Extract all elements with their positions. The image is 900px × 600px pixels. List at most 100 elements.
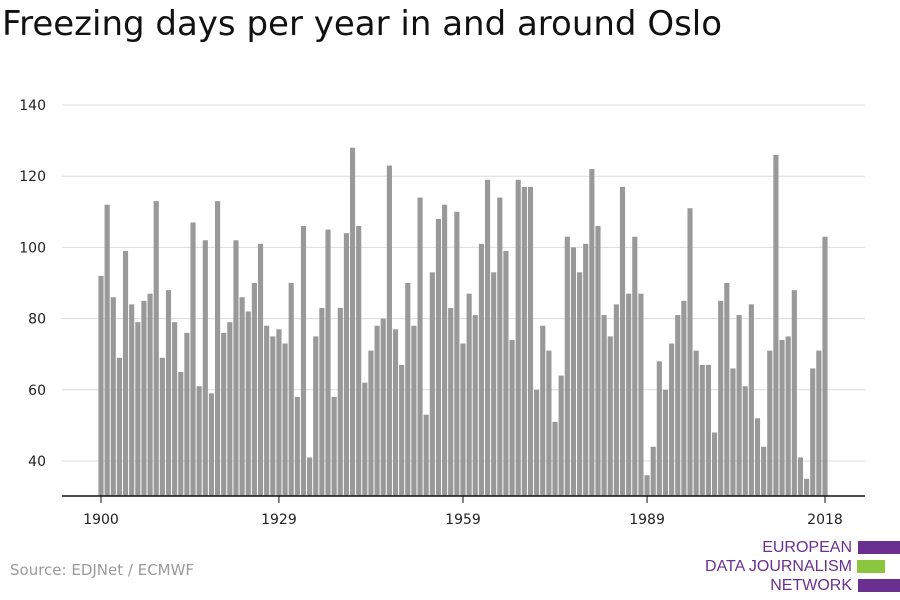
bar xyxy=(693,350,699,496)
bar xyxy=(552,421,558,496)
edjnet-logo: EUROPEAN DATA JOURNALISM NETWORK xyxy=(700,538,900,594)
bar xyxy=(595,226,601,497)
bar xyxy=(527,186,534,496)
logo-bar-bottom xyxy=(858,579,900,592)
bar xyxy=(178,372,184,496)
bar xyxy=(478,243,484,496)
bar xyxy=(662,389,669,496)
bar xyxy=(325,229,331,496)
bar xyxy=(294,396,300,496)
bar xyxy=(534,389,540,496)
bar xyxy=(454,211,460,497)
bar xyxy=(349,147,356,496)
bar xyxy=(374,325,380,496)
bar xyxy=(270,336,276,496)
bar xyxy=(276,329,282,496)
bar xyxy=(656,361,662,496)
bar xyxy=(748,304,754,496)
bar xyxy=(521,186,527,496)
x-tick-label: 1989 xyxy=(629,512,665,528)
bar xyxy=(129,304,135,496)
y-tick-label: 60 xyxy=(28,383,46,399)
bar xyxy=(577,272,583,496)
bar xyxy=(754,418,761,496)
bar xyxy=(773,154,779,496)
bar xyxy=(497,197,503,496)
bar xyxy=(122,250,129,496)
bar xyxy=(675,315,681,496)
y-axis-labels: 40 60 80 100 120 140 xyxy=(19,98,46,470)
logo-bar-top xyxy=(858,541,900,554)
bar xyxy=(380,318,386,496)
source-note: Source: EDJNet / ECMWF xyxy=(10,561,195,579)
bar xyxy=(442,204,448,496)
bar xyxy=(570,247,577,496)
bar xyxy=(687,208,693,497)
bar xyxy=(221,332,227,496)
logo-line-2: DATA JOURNALISM xyxy=(705,558,852,575)
bar xyxy=(423,414,429,496)
bar xyxy=(509,339,515,496)
bar xyxy=(319,307,325,496)
chart-title: Freezing days per year in and around Osl… xyxy=(2,4,723,44)
bar xyxy=(110,297,116,496)
bar xyxy=(251,283,257,496)
bar xyxy=(797,457,804,496)
bar xyxy=(282,343,288,496)
bar xyxy=(343,233,349,496)
bar xyxy=(711,432,718,496)
x-tick-label: 1959 xyxy=(445,512,481,528)
bar xyxy=(196,386,202,496)
bar xyxy=(644,475,650,496)
logo-bar-middle xyxy=(857,560,885,573)
bar xyxy=(257,243,264,496)
bar xyxy=(503,250,509,496)
bar xyxy=(540,325,546,496)
bar xyxy=(245,311,251,496)
bar xyxy=(368,350,374,496)
bar xyxy=(153,201,159,496)
bar xyxy=(619,186,626,496)
bar xyxy=(362,382,368,496)
bar xyxy=(583,243,589,496)
x-tick-label: 1929 xyxy=(261,512,297,528)
bar xyxy=(564,236,570,496)
y-tick-label: 100 xyxy=(19,240,46,256)
bar xyxy=(779,339,785,496)
bar xyxy=(589,169,595,496)
bar xyxy=(386,165,392,496)
bar xyxy=(411,325,417,496)
bar xyxy=(116,357,122,496)
bar xyxy=(215,201,221,496)
bar xyxy=(699,364,705,496)
bar xyxy=(761,446,767,496)
x-tick-label: 1900 xyxy=(83,512,119,528)
bar xyxy=(98,275,104,496)
bar xyxy=(239,297,245,496)
y-tick-label: 120 xyxy=(19,169,46,185)
bar xyxy=(313,336,319,496)
bar xyxy=(172,322,178,496)
bar xyxy=(190,222,196,497)
bar xyxy=(227,322,233,496)
y-tick-label: 80 xyxy=(28,312,46,328)
bar xyxy=(208,393,215,496)
bar xyxy=(613,304,619,496)
bar xyxy=(607,336,613,496)
bar xyxy=(356,226,362,497)
bar xyxy=(601,315,607,496)
logo-line-3: NETWORK xyxy=(770,577,852,594)
bar xyxy=(816,350,822,496)
bar xyxy=(718,300,724,496)
bar xyxy=(804,478,810,496)
bar xyxy=(484,179,491,496)
bar xyxy=(135,322,141,496)
bar xyxy=(730,368,736,496)
bar xyxy=(417,197,423,496)
bar xyxy=(337,307,343,496)
bar xyxy=(724,283,730,496)
bar xyxy=(791,290,797,496)
bar xyxy=(159,357,165,496)
logo-text: EUROPEAN DATA JOURNALISM NETWORK xyxy=(705,538,852,595)
